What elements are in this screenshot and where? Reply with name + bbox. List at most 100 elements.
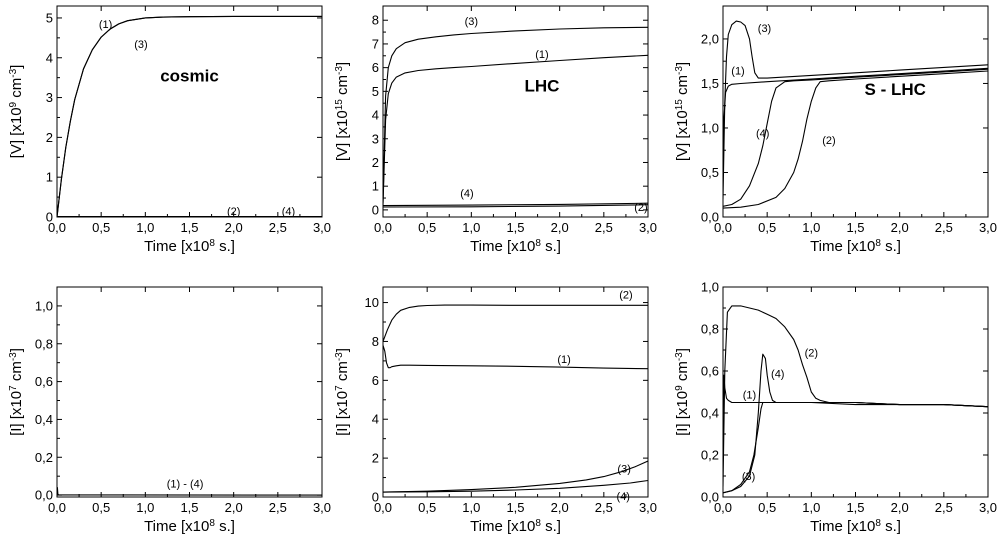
y-tick-label: 2 [372, 451, 379, 466]
curve-label: (4) [771, 368, 784, 380]
curve-label: (1) [99, 19, 112, 31]
x-tick-label: 0,5 [418, 220, 436, 235]
series-line-2 [723, 305, 988, 487]
y-tick-label: 2,0 [701, 31, 719, 46]
x-tick-label: 2,5 [595, 500, 613, 515]
curve-label: (1) [557, 354, 570, 366]
y-tick-label: 0,6 [35, 374, 53, 389]
chart-panel-5: 0,0 0,5 1,0 1,5 2,0 2,5 3,0 0 2 4 6 8 10 Time [x108 s… [334, 286, 657, 536]
x-tick-label: 0,0 [714, 500, 732, 515]
series-line-3 [57, 15, 322, 217]
y-tick-label: 2 [372, 155, 379, 170]
y-tick-label: 4 [372, 108, 379, 123]
curve-label: (3) [617, 464, 630, 476]
series-group [383, 26, 648, 208]
plot-frame [56, 5, 323, 218]
y-tick-label: 0,8 [35, 336, 53, 351]
x-tick-label: 0,5 [92, 500, 110, 515]
chart-panel-1: 0,0 0,5 1,0 1,5 2,0 2,5 3,0 0 1 2 3 4 5 Time [x108 s.… [8, 5, 331, 256]
y-tick-label: 0,6 [701, 364, 719, 379]
y-tick-label: 0 [372, 490, 379, 505]
series-line-2 [383, 304, 648, 342]
x-tick-label: 1,5 [506, 500, 524, 515]
plot-frame [722, 286, 989, 498]
chart-panel-6: 0,0 0,5 1,0 1,5 2,0 2,5 3,0 0,0 0,2 0,4 0,6 0,8 1,0 T… [674, 280, 998, 536]
curve-label: (1) - (4) [167, 479, 204, 491]
x-tick-label: 1,5 [846, 220, 864, 235]
x-tick-label: 3,0 [639, 500, 657, 515]
curve-label: (1) [731, 66, 744, 78]
chart-panel-3: 0,0 0,5 1,0 1,5 2,0 2,5 3,0 0,0 0,5 1,0 1,5 2,0 Time… [674, 5, 997, 256]
y-tick-label: 8 [372, 334, 379, 349]
y-tick-label: 3 [46, 90, 53, 105]
y-tick-label: 6 [372, 373, 379, 388]
x-axis-title: Time [x108 s.] [470, 518, 561, 536]
x-tick-label: 1,5 [506, 220, 524, 235]
x-tick-label: 2,0 [891, 500, 909, 515]
series-line-3 [383, 460, 648, 493]
y-tick-label: 1 [372, 179, 379, 194]
plot-frame [722, 5, 989, 218]
x-tick-label: 3,0 [639, 220, 657, 235]
y-tick-label: 1,0 [701, 280, 719, 295]
series-group [57, 15, 322, 217]
y-tick-label: 0 [372, 202, 379, 217]
chart-panel-4: 0,0 0,5 1,0 1,5 2,0 2,5 3,0 0,0 0,2 0,4 0,6 0,8 1,0 T… [8, 286, 331, 536]
y-tick-label: 0,0 [35, 488, 53, 503]
x-tick-label: 1,0 [136, 220, 154, 235]
curve-label: (2) [634, 202, 647, 214]
curve-label: (2) [822, 135, 835, 147]
y-tick-label: 1,0 [701, 120, 719, 135]
y-tick-label: 0 [46, 210, 53, 225]
series-line-4 [723, 68, 988, 207]
curve-label: (1) [535, 49, 548, 61]
x-axis-title: Time [x108 s.] [144, 518, 235, 536]
series-group [383, 304, 648, 493]
curve-label: (4) [282, 206, 295, 218]
y-tick-label: 0,4 [701, 406, 719, 421]
x-tick-label: 2,5 [595, 220, 613, 235]
series-line-3 [723, 20, 988, 200]
x-tick-label: 1,5 [180, 220, 198, 235]
y-axis-title: [I] [x107 cm-3] [334, 348, 352, 436]
x-tick-label: 3,0 [979, 500, 997, 515]
y-axis-title: [I] [x107 cm-3] [8, 348, 26, 436]
x-tick-label: 2,5 [269, 220, 287, 235]
y-tick-label: 8 [372, 13, 379, 28]
x-tick-label: 2,5 [269, 500, 287, 515]
x-tick-label: 1,5 [846, 500, 864, 515]
plot-frame [56, 286, 323, 498]
x-tick-label: 0,0 [714, 220, 732, 235]
series-line-3 [383, 26, 648, 203]
curve-label: (2) [805, 347, 818, 359]
series-line-4 [723, 353, 988, 494]
panel-title: cosmic [160, 67, 219, 86]
curve-label: (2) [619, 290, 632, 302]
x-tick-label: 0,0 [374, 220, 392, 235]
x-tick-label: 3,0 [313, 500, 331, 515]
curve-label: (1) [743, 389, 756, 401]
x-tick-label: 2,5 [935, 220, 953, 235]
y-tick-label: 1,5 [701, 76, 719, 91]
x-axis-title: Time [x108 s.] [144, 238, 235, 256]
curve-label: (3) [742, 471, 755, 483]
y-tick-label: 0,2 [35, 450, 53, 465]
x-tick-label: 0,5 [92, 220, 110, 235]
y-tick-label: 10 [365, 295, 379, 310]
curve-label: (4) [617, 491, 630, 503]
y-tick-label: 1 [46, 170, 53, 185]
panel-title: LHC [525, 76, 560, 95]
y-tick-label: 3 [372, 131, 379, 146]
series-line-1 [383, 54, 648, 206]
series-group [723, 20, 988, 209]
x-tick-label: 2,5 [935, 500, 953, 515]
x-tick-label: 0,0 [374, 500, 392, 515]
y-tick-label: 2 [46, 130, 53, 145]
series-group [723, 305, 988, 494]
x-tick-label: 1,0 [802, 500, 820, 515]
x-tick-label: 2,0 [551, 220, 569, 235]
y-tick-label: 5 [46, 10, 53, 25]
x-axis-title: Time [x108 s.] [810, 238, 901, 256]
y-tick-label: 0,8 [701, 322, 719, 337]
